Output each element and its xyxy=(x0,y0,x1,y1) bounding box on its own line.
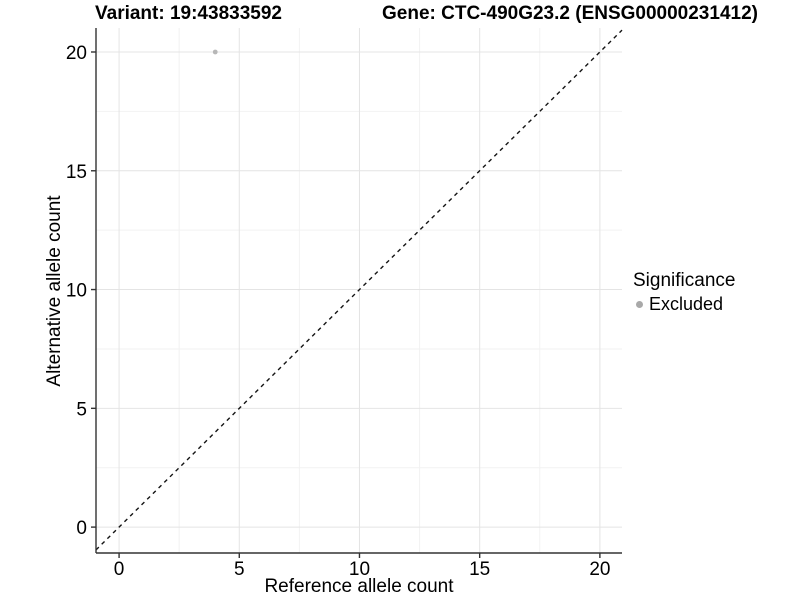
x-tick-label: 0 xyxy=(114,559,125,580)
data-point xyxy=(212,49,218,55)
y-tick-label: 20 xyxy=(66,43,87,64)
x-tick-label: 10 xyxy=(349,559,370,580)
plot-title-variant: Variant: 19:43833592 xyxy=(95,3,282,24)
x-tick-label: 15 xyxy=(469,559,490,580)
y-axis-title: Alternative allele count xyxy=(44,195,65,387)
y-tick-label: 0 xyxy=(76,518,87,539)
y-tick-label: 5 xyxy=(76,399,87,420)
identity-line xyxy=(95,29,623,551)
legend-item-label: Excluded xyxy=(649,294,724,314)
legend-point-swatch xyxy=(636,301,643,308)
legend-item-excluded: Excluded xyxy=(633,294,735,315)
legend-title: Significance xyxy=(633,270,736,291)
legend: Significance Excluded xyxy=(633,270,735,315)
plot-title-gene: Gene: CTC-490G23.2 (ENSG00000231412) xyxy=(382,3,758,24)
y-tick-label: 10 xyxy=(66,281,87,302)
x-tick-label: 20 xyxy=(589,559,610,580)
y-tick-label: 15 xyxy=(66,162,87,183)
x-tick-label: 5 xyxy=(234,559,245,580)
x-axis-title: Reference allele count xyxy=(264,576,454,597)
